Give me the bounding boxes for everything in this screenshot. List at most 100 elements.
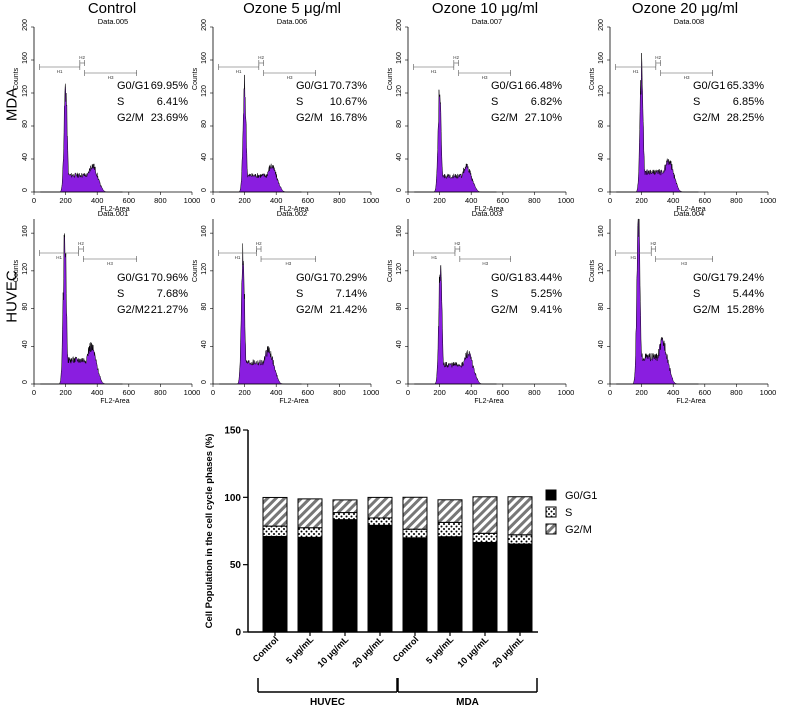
histogram-panel: Data.002 0 40 80 120 160 Counts 0 200 400 600 800 10… <box>192 209 379 405</box>
gate-label: H2 <box>453 55 459 60</box>
phase-value: 7.14% <box>336 288 367 300</box>
phase-value: 5.25% <box>531 288 562 300</box>
y-tick-label: 40 <box>396 340 403 348</box>
bar-segment-g0-g1 <box>402 537 428 633</box>
gate-label: H1 <box>235 255 241 260</box>
x-tick-label: 600 <box>302 388 315 397</box>
phase-label: G2/M <box>693 112 720 124</box>
y-axis-label: Counts <box>387 259 394 282</box>
chart-y-tick-label: 150 <box>224 426 241 437</box>
legend-swatch <box>545 506 557 518</box>
phase-value: 66.48% <box>525 80 563 92</box>
y-tick-label: 0 <box>598 188 605 192</box>
legend-swatch <box>545 489 557 501</box>
phase-label: G2/M <box>117 112 144 124</box>
panel-title: Data.001 <box>98 209 128 218</box>
panel-title: Data.003 <box>472 209 502 218</box>
column-title-ozone-10: Ozone 10 μg/ml <box>431 0 539 17</box>
x-tick-label: 400 <box>465 388 478 397</box>
bar-segment-g0-g1 <box>507 543 533 633</box>
legend-label: G0/G1 <box>565 490 597 502</box>
x-tick-label: 600 <box>497 196 510 205</box>
histogram-panel: Data.005 0 40 80 120 160 200 Counts 0 200 400 600 80… <box>13 17 200 213</box>
phase-value: 23.69% <box>151 112 189 124</box>
histogram-fill <box>219 74 302 193</box>
phase-label: G0/G1 <box>296 80 328 92</box>
x-tick-label: 0 <box>608 196 612 205</box>
gate-label: H3 <box>482 261 488 266</box>
x-tick-label: 400 <box>270 388 283 397</box>
x-axis-label: FL2-Area <box>474 398 503 405</box>
gate-label: H3 <box>285 261 291 266</box>
y-tick-label: 40 <box>22 340 29 348</box>
bar-segment-s <box>262 525 288 537</box>
x-tick-label: 400 <box>91 388 104 397</box>
bar-segment-s <box>367 517 393 526</box>
y-tick-label: 120 <box>396 263 403 275</box>
phase-value: 6.41% <box>157 96 188 108</box>
x-tick-label: 0 <box>32 388 36 397</box>
gate-label: H3 <box>287 75 293 80</box>
x-axis-label: FL2-Area <box>676 398 705 405</box>
bar-segment-g2-m <box>262 496 288 527</box>
x-tick-label: 200 <box>238 388 251 397</box>
histogram-fill <box>40 83 123 193</box>
y-tick-label: 160 <box>598 52 605 64</box>
chart-y-tick-label: 50 <box>230 560 242 571</box>
x-tick-label: 200 <box>433 196 446 205</box>
phase-label: G2/M2 <box>117 304 150 316</box>
phase-label: S <box>117 96 124 108</box>
bar-segment-s <box>332 512 358 521</box>
group-label: HUVEC <box>310 697 345 708</box>
chart-y-tick-label: 0 <box>235 628 241 639</box>
chart-x-tick-label: 20 μg/mL <box>350 634 385 669</box>
x-tick-label: 800 <box>730 388 743 397</box>
y-axis-label: Counts <box>192 259 199 282</box>
chart-x-tick-label: Control <box>391 634 421 664</box>
x-tick-label: 1000 <box>363 196 380 205</box>
x-axis-label: FL2-Area <box>474 206 503 213</box>
chart-x-tick-label: 20 μg/mL <box>490 634 525 669</box>
phase-value: 9.41% <box>531 304 562 316</box>
bar-segment-g2-m <box>332 499 358 514</box>
y-tick-label: 200 <box>396 19 403 31</box>
x-tick-label: 600 <box>123 196 136 205</box>
group-label: MDA <box>456 697 479 708</box>
phase-label: G0/G1 <box>117 80 149 92</box>
column-title-control: Control <box>87 0 137 17</box>
gate-label: H2 <box>650 241 656 246</box>
gate-label: H2 <box>655 55 661 60</box>
y-tick-label: 80 <box>22 120 29 128</box>
x-tick-label: 600 <box>123 388 136 397</box>
chart-y-axis-label: Cell Population in the cell cycle phases… <box>204 434 215 629</box>
histogram-fill <box>414 89 497 193</box>
phase-value: 83.44% <box>525 272 563 284</box>
chart-x-tick-label: 10 μg/mL <box>315 634 350 669</box>
phase-value: 16.78% <box>330 112 368 124</box>
y-tick-label: 160 <box>396 225 403 237</box>
x-tick-label: 600 <box>699 388 712 397</box>
legend-label: S <box>565 507 572 519</box>
bar-segment-s <box>297 527 323 538</box>
y-tick-label: 160 <box>598 225 605 237</box>
y-tick-label: 120 <box>396 85 403 97</box>
phase-value: 70.96% <box>151 272 189 284</box>
gate-label: H3 <box>108 75 114 80</box>
y-tick-label: 120 <box>201 263 208 275</box>
x-tick-label: 200 <box>59 196 72 205</box>
x-tick-label: 400 <box>465 196 478 205</box>
panel-title: Data.005 <box>98 17 128 26</box>
y-tick-label: 120 <box>598 263 605 275</box>
y-tick-label: 80 <box>22 303 29 311</box>
y-tick-label: 120 <box>598 85 605 97</box>
y-tick-label: 200 <box>22 19 29 31</box>
bar-segment-g2-m <box>297 498 323 529</box>
bar-segment-g0-g1 <box>262 535 288 633</box>
x-tick-label: 400 <box>667 196 680 205</box>
gate-label: H2 <box>79 55 85 60</box>
y-tick-label: 40 <box>22 153 29 161</box>
bar-segment-g0-g1 <box>332 519 358 633</box>
x-tick-label: 800 <box>333 388 346 397</box>
y-axis-label: Counts <box>192 67 199 90</box>
